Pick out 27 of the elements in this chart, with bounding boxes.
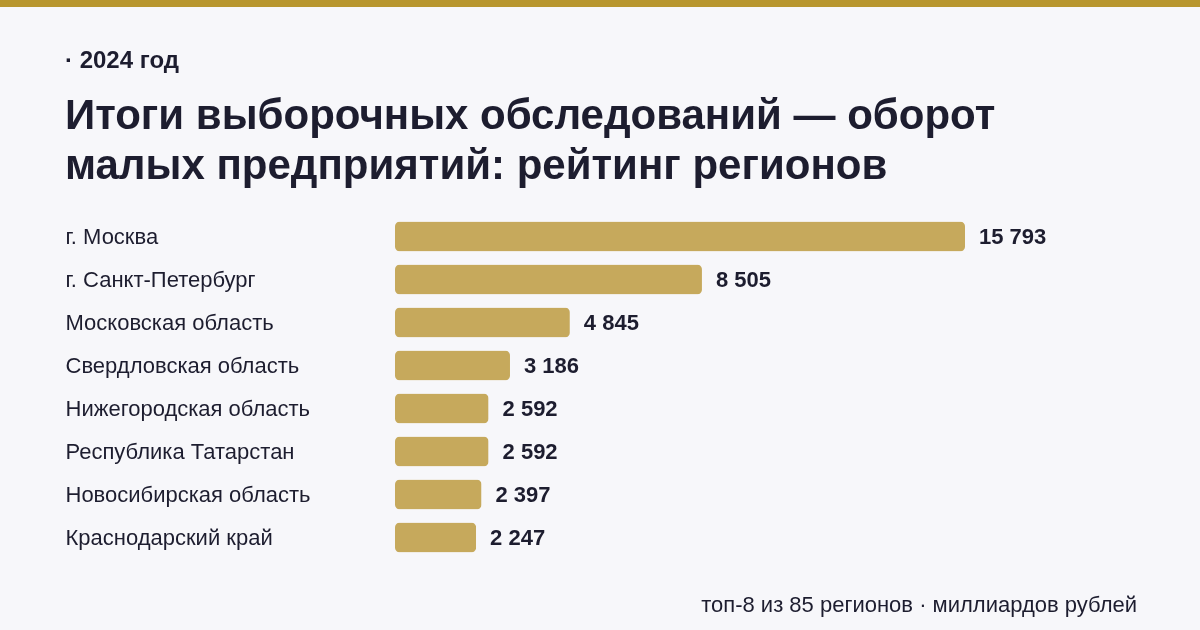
y-tick-label: г. Санкт-Петербург — [65, 266, 256, 292]
data-label: 2 592 — [502, 438, 558, 464]
bar — [395, 436, 489, 467]
data-label: 4 845 — [583, 309, 639, 335]
data-label: 8 505 — [715, 266, 772, 292]
data-label: 2 247 — [490, 524, 546, 550]
y-tick-label: Московская область — [65, 309, 274, 335]
bar — [395, 479, 482, 510]
text: · 2024 год — [65, 46, 179, 74]
bar — [395, 350, 510, 381]
y-tick-label: Свердловская область — [65, 352, 300, 378]
bar — [395, 393, 489, 424]
data-label: 3 186 — [523, 352, 580, 378]
text: топ-8 из 85 регионов · миллиардов рублей — [701, 592, 1137, 618]
data-label: 2 397 — [495, 481, 551, 507]
data-label: 2 592 — [502, 395, 558, 421]
bar — [395, 307, 570, 338]
y-tick-label: Краснодарский край — [65, 524, 273, 550]
y-tick-label: Новосибирская область — [65, 481, 311, 507]
y-tick-label: г. Москва — [65, 223, 159, 249]
y-tick-label: Республика Татарстан — [65, 438, 295, 464]
bar — [395, 264, 702, 295]
y-tick-label: Нижегородская область — [65, 395, 311, 421]
data-label: 15 793 — [979, 223, 1047, 249]
bar — [395, 522, 477, 553]
bar — [395, 221, 965, 252]
chart-title: Итоги выборочных обследований — оборот малых предприятий: рейтинг регионов — [65, 90, 997, 190]
